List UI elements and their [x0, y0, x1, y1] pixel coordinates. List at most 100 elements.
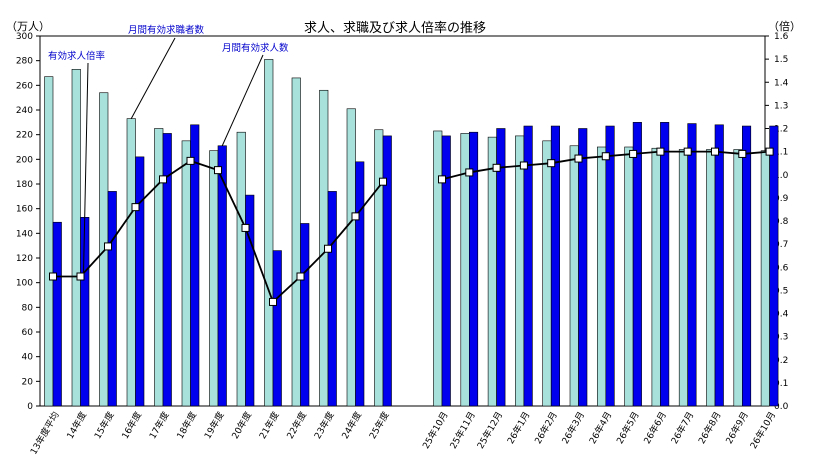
right-tick-label: 0.4 [774, 310, 789, 320]
right-tick-label: 0.8 [774, 217, 789, 227]
x-tick-label: 26年6月 [641, 410, 669, 446]
left-axis: 0 20 40 60 80 100 120 140 160 180 200 220 240 260 280 3… [16, 32, 40, 412]
bar-job-openings [523, 125, 533, 407]
x-tick-label: 26年9月 [723, 410, 751, 446]
ratio-line-series [49, 147, 774, 306]
x-tick-label: 14年度 [64, 410, 89, 442]
bar-job-seekers [733, 149, 743, 407]
ratio-point [683, 147, 692, 156]
ratio-point [296, 272, 305, 281]
left-tick-label: 60 [22, 328, 34, 338]
bar-job-openings [550, 125, 561, 407]
bar-job-seekers [651, 147, 661, 407]
bar-job-openings [190, 124, 200, 407]
bar-job-seekers [374, 129, 384, 407]
right-tick-label: 1.6 [774, 32, 789, 42]
bar-job-openings [714, 124, 724, 407]
bar-job-openings [632, 122, 642, 407]
left-tick-label: 220 [16, 131, 33, 141]
ratio-point [629, 149, 638, 158]
bar-job-seekers [181, 140, 191, 407]
bar-job-seekers [126, 118, 136, 407]
right-tick-label: 1.2 [774, 125, 788, 135]
left-tick-label: 80 [22, 303, 34, 313]
x-tick-label: 25年12月 [474, 409, 505, 450]
left-tick-label: 140 [16, 229, 33, 239]
right-tick-label: 1.4 [774, 78, 789, 88]
bar-job-openings [578, 128, 588, 407]
x-tick-label: 19年度 [201, 410, 226, 442]
x-tick-label: 18年度 [174, 410, 199, 442]
left-tick-label: 200 [16, 155, 33, 165]
bar-job-seekers [154, 128, 164, 407]
bar-job-openings [468, 131, 479, 407]
bar-job-seekers [264, 59, 274, 407]
x-tick-label: 26年2月 [532, 410, 560, 446]
bar-job-seekers [346, 108, 356, 407]
ratio-point [104, 242, 112, 251]
ratio-point [49, 272, 57, 281]
bar-job-openings [769, 125, 779, 407]
ratio-point [656, 147, 665, 156]
bar-job-openings [162, 133, 172, 407]
series-label: 月間有効求人数 [222, 42, 289, 54]
bar-job-seekers [44, 76, 54, 407]
ratio-point [465, 168, 474, 177]
label-leader [221, 54, 264, 146]
bar-job-openings [245, 194, 255, 407]
ratio-point [76, 272, 85, 281]
bar-job-openings [605, 125, 615, 407]
left-tick-label: 280 [16, 57, 33, 67]
bar-job-openings [741, 125, 752, 407]
bar-series [44, 59, 779, 407]
right-tick-label: 0.2 [774, 356, 788, 366]
x-tick-label: 21年度 [256, 410, 281, 442]
bar-job-openings [327, 191, 337, 407]
bar-job-seekers [209, 150, 219, 407]
x-tick-label: 25年10月 [420, 410, 451, 451]
left-tick-label: 120 [16, 254, 33, 264]
bar-job-openings [52, 221, 62, 407]
ratio-point [492, 163, 501, 172]
left-tick-label: 260 [16, 81, 33, 91]
bar-job-seekers [542, 140, 552, 407]
bar-job-seekers [624, 146, 634, 407]
right-tick-label: 0.7 [774, 240, 788, 250]
right-axis-unit: （倍） [768, 19, 801, 33]
bar-job-openings [496, 128, 506, 407]
x-tick-label: 23年度 [311, 410, 336, 442]
ratio-point [438, 175, 446, 184]
bar-job-seekers [236, 131, 246, 407]
right-tick-label: 1.1 [774, 148, 788, 158]
bar-job-seekers [569, 145, 579, 407]
bar-job-openings [107, 191, 117, 407]
label-leader [83, 62, 89, 274]
x-tick-label: 26年10月 [747, 410, 778, 451]
x-tick-label: 20年度 [229, 410, 254, 442]
bar-job-seekers [71, 69, 81, 407]
ratio-point [574, 154, 583, 163]
ratio-point [519, 161, 528, 170]
ratio-point [765, 147, 774, 156]
right-tick-label: 0.9 [774, 194, 789, 204]
right-tick-label: 0.5 [774, 286, 788, 296]
bar-job-seekers [678, 149, 689, 407]
bar-job-seekers [596, 146, 607, 407]
bar-job-openings [660, 122, 670, 407]
x-tick-label: 26年1月 [505, 410, 533, 446]
bar-job-seekers [487, 136, 497, 407]
bar-job-seekers [706, 149, 716, 407]
x-tick-label: 25年度 [366, 410, 391, 442]
bar-job-seekers [515, 135, 525, 407]
ratio-point [547, 159, 556, 168]
left-tick-label: 100 [16, 279, 33, 289]
bar-job-seekers [433, 130, 443, 407]
bar-job-openings [687, 123, 697, 407]
bar-job-openings [80, 217, 90, 407]
series-label: 月間有効求職者数 [128, 24, 205, 36]
left-tick-label: 0 [27, 402, 33, 412]
x-tick-label: 26年3月 [559, 410, 587, 446]
ratio-point [159, 175, 167, 184]
